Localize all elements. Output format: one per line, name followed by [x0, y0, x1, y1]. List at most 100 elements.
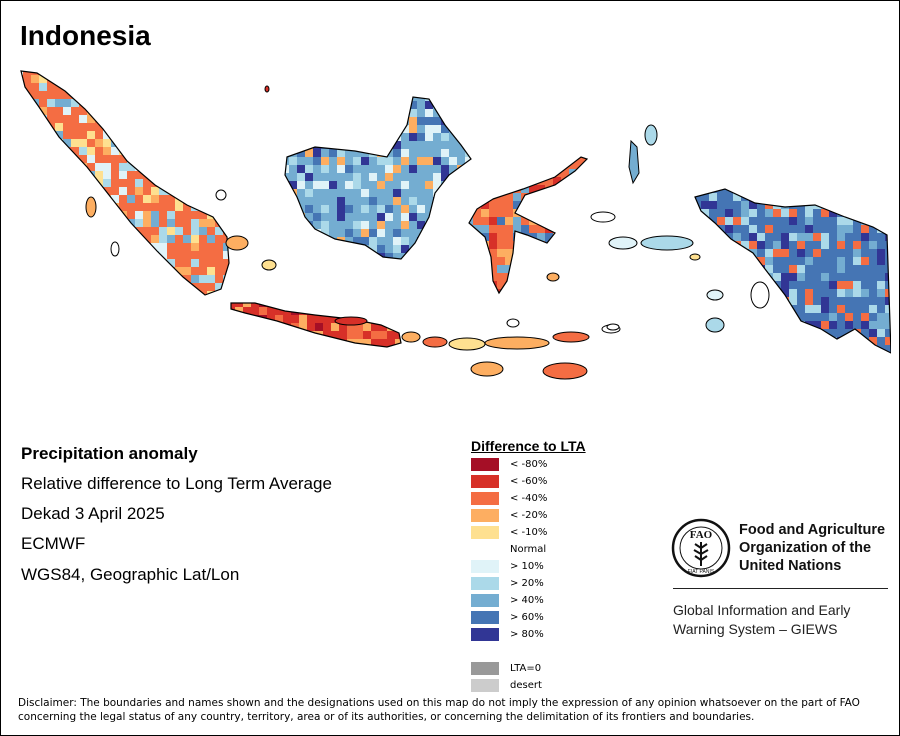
anomaly-cell	[497, 225, 505, 233]
anomaly-cell	[695, 345, 701, 353]
anomaly-cell	[861, 329, 869, 337]
anomaly-cell	[853, 201, 861, 209]
anomaly-cell	[877, 337, 885, 345]
anomaly-cell	[23, 147, 31, 155]
anomaly-cell	[39, 187, 47, 195]
anomaly-cell	[869, 297, 877, 305]
anomaly-cell	[569, 225, 577, 233]
anomaly-cell	[345, 133, 353, 141]
anomaly-cell	[417, 189, 425, 197]
anomaly-cell	[765, 225, 773, 233]
anomaly-cell	[151, 259, 159, 267]
anomaly-cell	[103, 283, 111, 291]
anomaly-cell	[143, 179, 151, 187]
anomaly-cell	[337, 205, 345, 213]
anomaly-cell	[577, 289, 585, 293]
anomaly-cell	[805, 217, 813, 225]
anomaly-cell	[749, 217, 757, 225]
anomaly-cell	[111, 267, 119, 275]
anomaly-cell	[781, 273, 789, 281]
anomaly-cell	[103, 227, 111, 235]
anomaly-cell	[183, 283, 191, 291]
anomaly-cell	[869, 249, 877, 257]
anomaly-cell	[21, 139, 23, 147]
anomaly-cell	[285, 229, 289, 237]
anomaly-cell	[497, 281, 505, 289]
anomaly-cell	[701, 273, 709, 281]
anomaly-cell	[465, 125, 471, 133]
anomaly-cell	[329, 261, 337, 269]
anomaly-cell	[837, 313, 845, 321]
anomaly-cell	[695, 193, 701, 201]
anomaly-cell	[199, 235, 207, 243]
anomaly-cell	[433, 157, 441, 165]
anomaly-cell	[885, 217, 891, 225]
anomaly-cell	[23, 139, 31, 147]
anomaly-cell	[361, 237, 369, 245]
anomaly-cell	[861, 321, 869, 329]
anomaly-cell	[79, 227, 87, 235]
anomaly-cell	[789, 273, 797, 281]
disclaimer: Disclaimer: The boundaries and names sho…	[18, 697, 860, 723]
anomaly-cell	[361, 197, 369, 205]
anomaly-cell	[103, 171, 111, 179]
anomaly-cell	[175, 211, 183, 219]
anomaly-cell	[259, 339, 267, 347]
anomaly-cell	[449, 157, 457, 165]
anomaly-cell	[371, 303, 379, 307]
anomaly-cell	[829, 297, 837, 305]
anomaly-cell	[781, 329, 789, 337]
anomaly-cell	[853, 281, 861, 289]
anomaly-cell	[781, 305, 789, 313]
anomaly-cell	[553, 193, 561, 201]
anomaly-cell	[55, 91, 63, 99]
anomaly-cell	[103, 107, 111, 115]
anomaly-cell	[781, 345, 789, 353]
anomaly-cell	[55, 211, 63, 219]
anomaly-cell	[701, 249, 709, 257]
anomaly-cell	[537, 265, 545, 273]
anomaly-cell	[409, 101, 417, 109]
anomaly-cell	[537, 157, 545, 161]
anomaly-cell	[111, 163, 119, 171]
anomaly-cell	[749, 225, 757, 233]
anomaly-cell	[473, 237, 481, 245]
anomaly-cell	[111, 275, 119, 283]
anomaly-cell	[71, 107, 79, 115]
legend-label: > 10%	[510, 561, 544, 572]
anomaly-cell	[377, 261, 385, 269]
anomaly-cell	[299, 323, 307, 331]
anomaly-cell	[111, 107, 119, 115]
anomaly-cell	[465, 237, 471, 245]
anomaly-cell	[469, 177, 473, 185]
anomaly-cell	[725, 209, 733, 217]
anomaly-cell	[289, 205, 297, 213]
anomaly-cell	[401, 157, 409, 165]
anomaly-cell	[553, 241, 561, 249]
anomaly-cell	[385, 165, 393, 173]
anomaly-cell	[159, 107, 167, 115]
anomaly-cell	[869, 189, 877, 193]
anomaly-cell	[797, 233, 805, 241]
anomaly-cell	[537, 193, 545, 201]
anomaly-cell	[39, 179, 47, 187]
anomaly-cell	[709, 209, 717, 217]
anomaly-cell	[191, 99, 199, 107]
anomaly-cell	[337, 101, 345, 109]
anomaly-cell	[289, 97, 297, 101]
anomaly-cell	[449, 133, 457, 141]
anomaly-cell	[401, 197, 409, 205]
anomaly-cell	[135, 147, 143, 155]
anomaly-cell	[829, 233, 837, 241]
anomaly-cell	[361, 205, 369, 213]
anomaly-cell	[267, 307, 275, 315]
anomaly-cell	[79, 75, 87, 83]
anomaly-cell	[837, 281, 845, 289]
anomaly-cell	[87, 71, 95, 75]
anomaly-cell	[47, 211, 55, 219]
anomaly-cell	[119, 299, 127, 307]
anomaly-cell	[313, 205, 321, 213]
anomaly-cell	[417, 181, 425, 189]
anomaly-cell	[321, 165, 329, 173]
anomaly-cell	[473, 261, 481, 269]
